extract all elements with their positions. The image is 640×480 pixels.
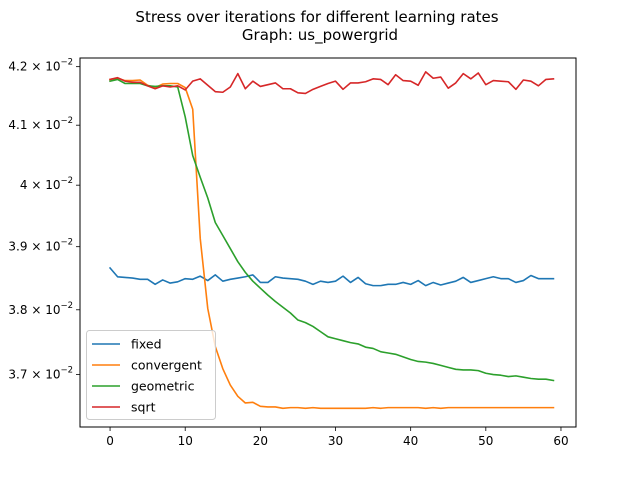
legend-label-fixed: fixed xyxy=(131,337,162,352)
y-tick-label: 4 × 10−2 xyxy=(20,176,73,192)
x-axis: 0 10 20 30 40 50 60 xyxy=(106,427,569,448)
y-tick-label: 3.7 × 10−2 xyxy=(8,366,73,382)
chart-title: Stress over iterations for different lea… xyxy=(135,8,498,26)
x-tick-label: 10 xyxy=(178,434,193,448)
chart-subtitle: Graph: us_powergrid xyxy=(242,26,398,45)
series-line-geometric xyxy=(109,78,555,382)
y-axis: 3.7 × 10−2 3.8 × 10−2 3.9 × 10−2 4 × 10−2 4.… xyxy=(8,58,80,382)
x-tick-label: 20 xyxy=(253,434,268,448)
series-line-fixed xyxy=(108,266,555,287)
y-tick-label: 4.2 × 10−2 xyxy=(8,58,73,74)
x-tick-label: 50 xyxy=(478,434,493,448)
series-layer xyxy=(108,71,555,410)
x-tick-label: 0 xyxy=(106,434,114,448)
legend-label-convergent: convergent xyxy=(131,358,202,373)
y-tick-label: 3.9 × 10−2 xyxy=(8,238,73,254)
x-tick-label: 30 xyxy=(328,434,343,448)
series-line-convergent xyxy=(109,77,555,410)
y-tick-label: 3.8 × 10−2 xyxy=(8,301,73,317)
x-tick-label: 60 xyxy=(553,434,568,448)
legend-box xyxy=(86,330,216,420)
x-tick-label: 40 xyxy=(403,434,418,448)
legend-label-geometric: geometric xyxy=(131,379,195,394)
y-tick-label: 4.1 × 10−2 xyxy=(8,116,73,132)
plot-frame xyxy=(79,57,577,428)
legend: fixed convergent geometric sqrt xyxy=(86,330,216,420)
legend-label-sqrt: sqrt xyxy=(131,400,156,415)
series-line-sqrt xyxy=(109,71,555,95)
